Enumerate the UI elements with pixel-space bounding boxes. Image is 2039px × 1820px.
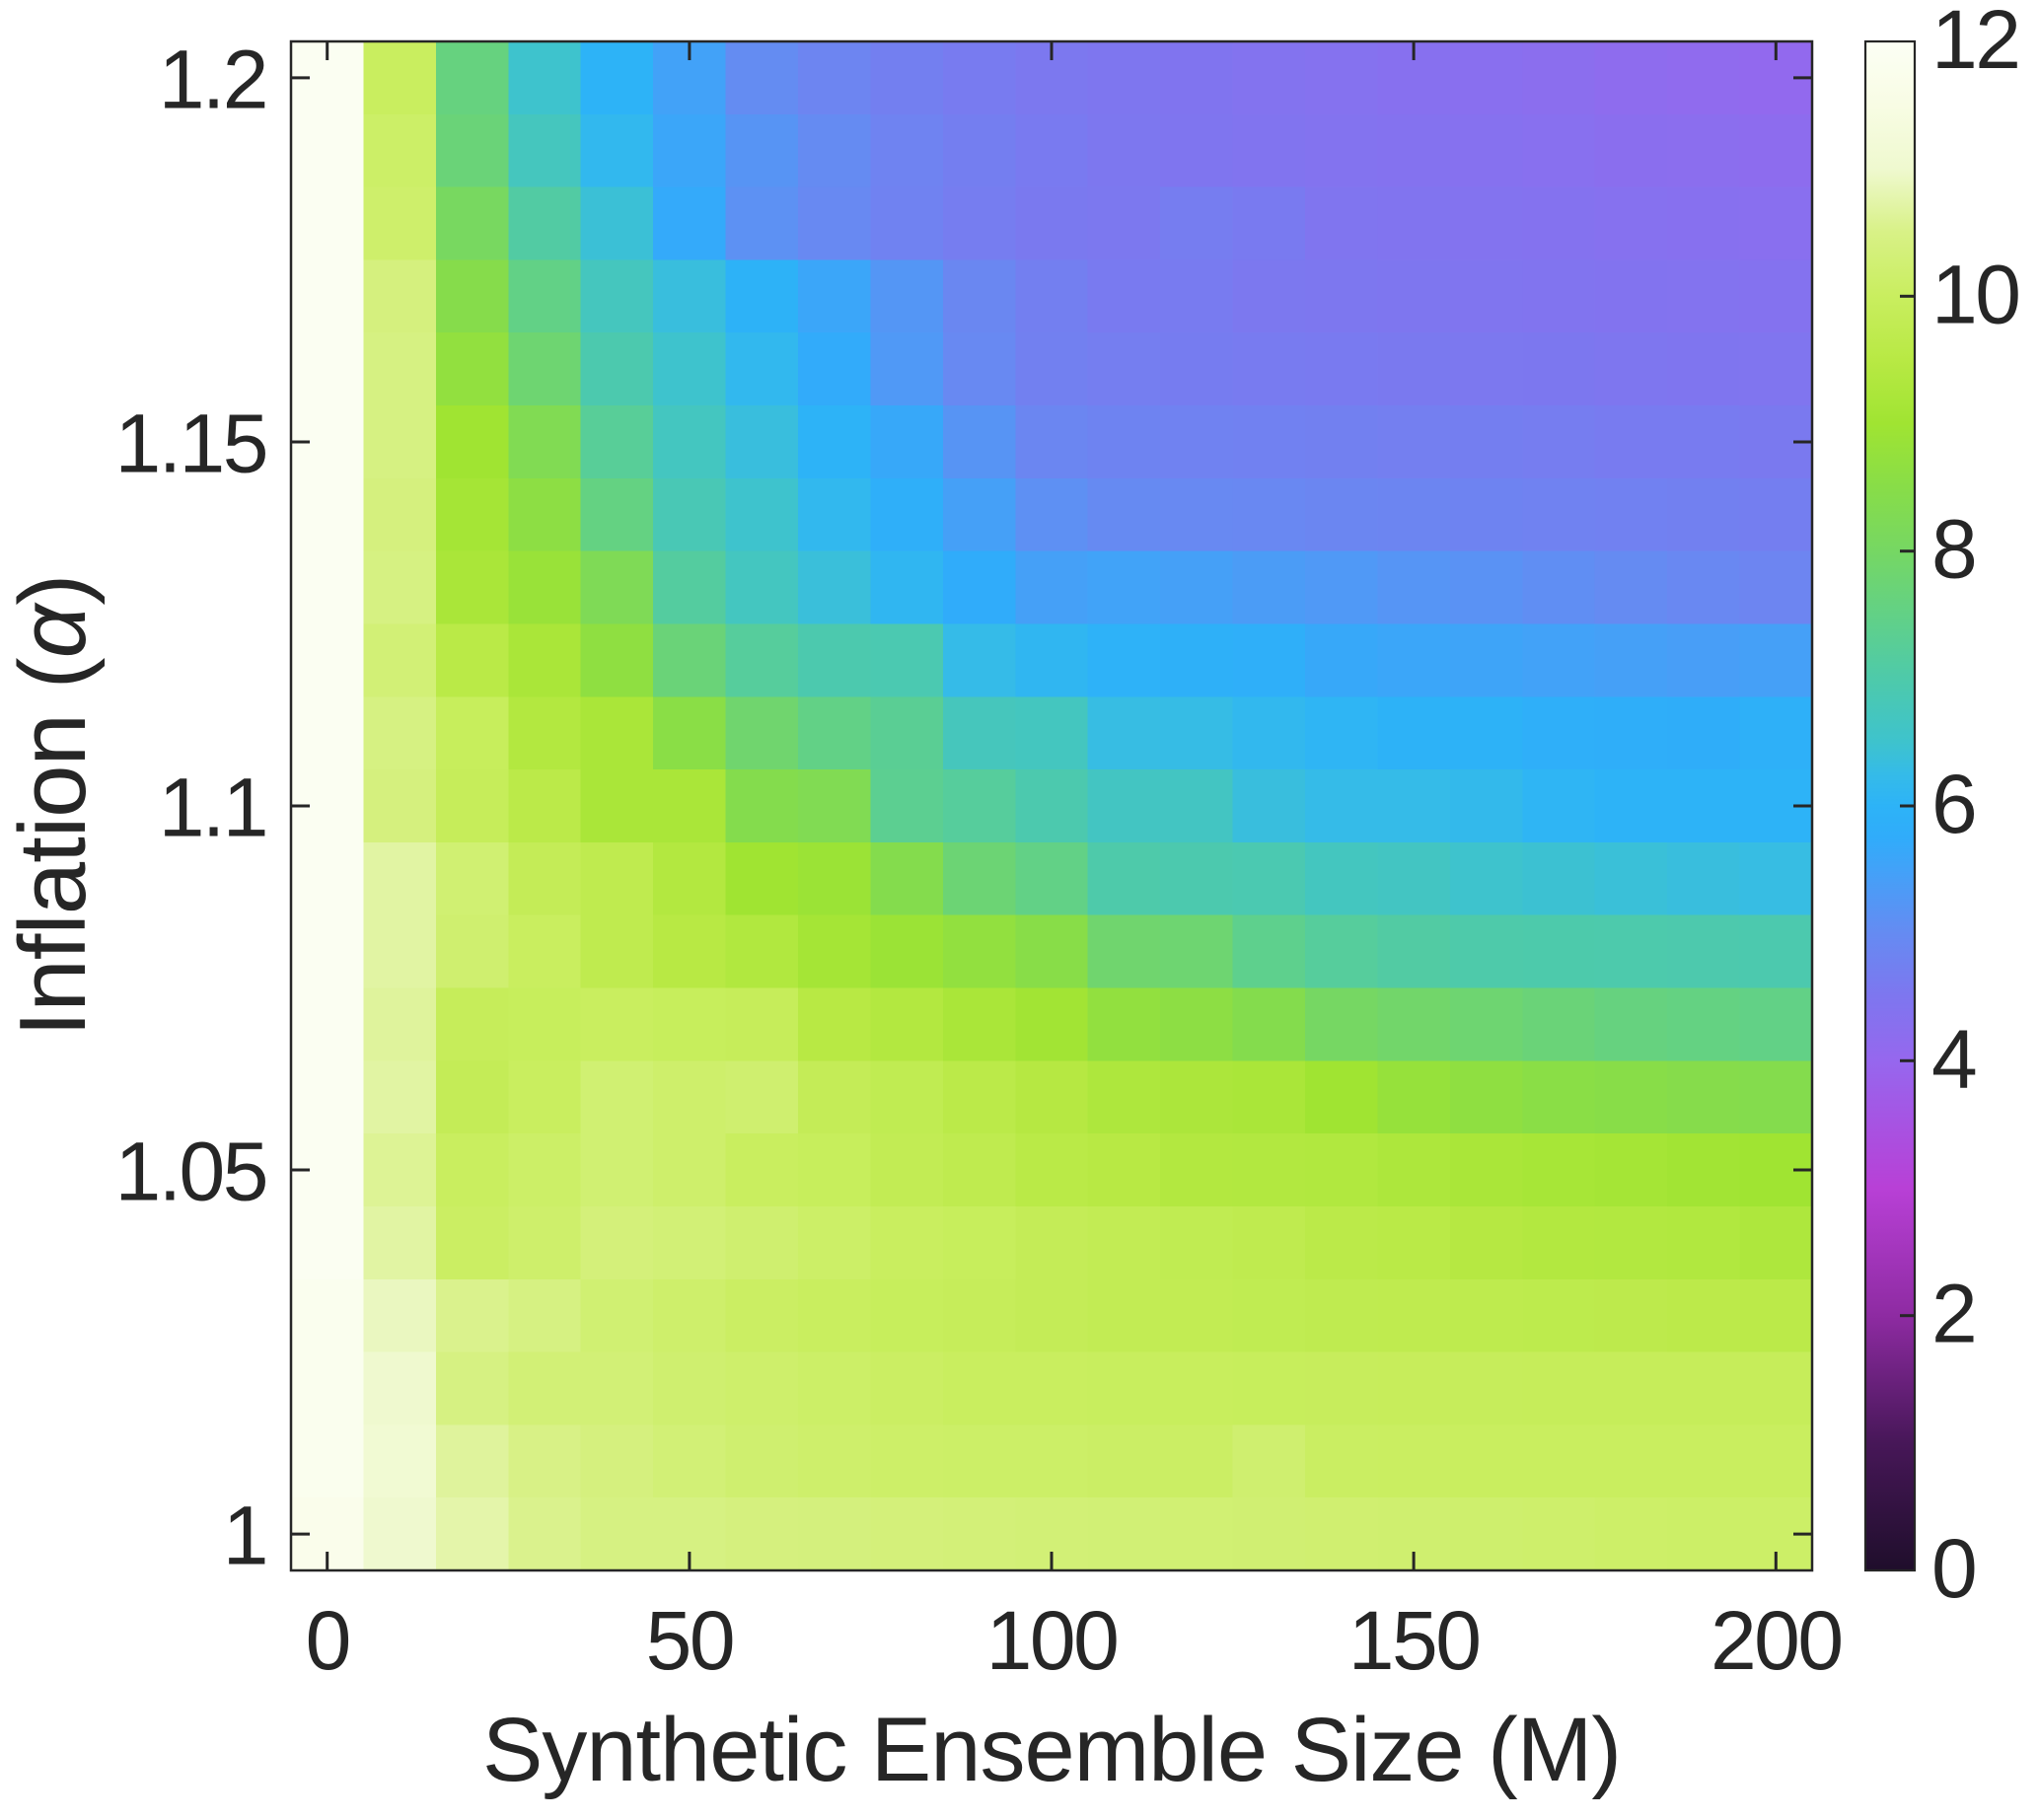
svg-text:50: 50	[646, 1594, 733, 1687]
svg-text:Inflation (α): Inflation (α)	[0, 575, 106, 1038]
svg-text:200: 200	[1711, 1594, 1842, 1687]
svg-text:1.05: 1.05	[115, 1126, 267, 1218]
svg-text:10: 10	[1931, 248, 2018, 340]
svg-text:150: 150	[1348, 1594, 1480, 1687]
svg-text:0: 0	[1931, 1522, 1975, 1615]
svg-text:4: 4	[1931, 1012, 1976, 1105]
svg-text:1: 1	[223, 1490, 266, 1582]
svg-text:8: 8	[1931, 503, 1975, 596]
svg-text:Synthetic Ensemble Size (M): Synthetic Ensemble Size (M)	[482, 1700, 1621, 1800]
svg-text:100: 100	[986, 1594, 1118, 1687]
svg-text:6: 6	[1931, 758, 1975, 850]
svg-text:12: 12	[1931, 0, 2018, 86]
svg-text:1.15: 1.15	[115, 398, 267, 490]
svg-text:0: 0	[306, 1594, 349, 1687]
svg-text:2: 2	[1931, 1268, 1975, 1360]
svg-text:1.1: 1.1	[159, 762, 266, 854]
svg-text:1.2: 1.2	[159, 33, 266, 125]
